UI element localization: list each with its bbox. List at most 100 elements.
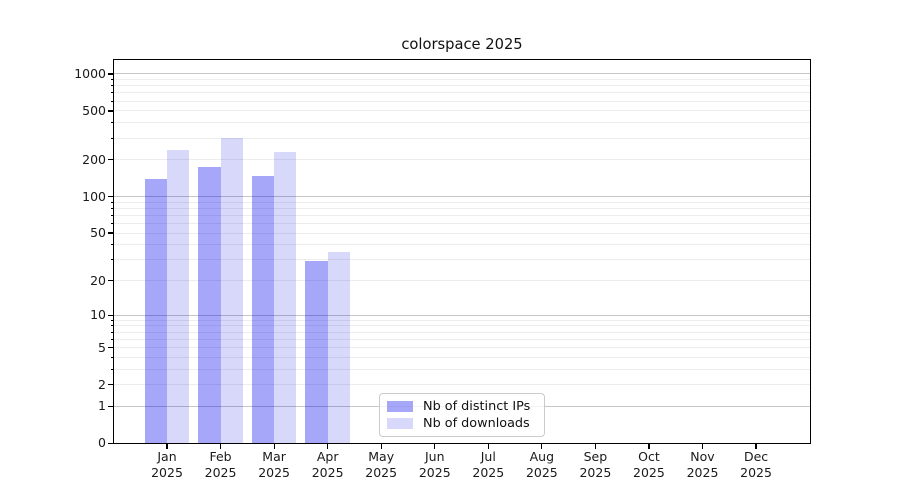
x-tick-month: Oct [638, 449, 660, 464]
y-tick [108, 159, 114, 161]
gridline-minor [113, 356, 811, 358]
bar-downloads-jan [166, 150, 190, 444]
gridline-minor [113, 110, 811, 112]
x-tick-label: Jan 2025 [135, 449, 199, 480]
y-tick [108, 405, 114, 407]
y-minor-tick [110, 244, 114, 246]
x-tick-year: 2025 [365, 464, 398, 480]
y-tick-label: 500 [82, 102, 106, 118]
x-tick-year: 2025 [579, 464, 612, 480]
x-tick-month: Aug [529, 449, 555, 464]
y-tick-label: 100 [82, 188, 106, 204]
y-minor-tick [110, 319, 114, 321]
y-tick [108, 232, 114, 234]
legend-label: Nb of downloads [423, 416, 530, 431]
y-minor-tick [110, 122, 114, 124]
x-tick [701, 444, 704, 449]
x-tick [327, 444, 329, 449]
x-tick-month: Sep [583, 449, 608, 464]
gridline-minor [113, 338, 811, 340]
y-minor-tick [110, 325, 114, 327]
x-tick-label: Mar 2025 [242, 449, 306, 480]
gridline-minor [113, 137, 811, 139]
gridline-minor [113, 85, 811, 87]
x-tick-year: 2025 [418, 464, 451, 480]
y-minor-tick [110, 356, 114, 358]
x-tick [594, 444, 596, 449]
y-minor-tick [110, 338, 114, 340]
y-tick [108, 73, 114, 75]
gridline-minor [113, 214, 811, 216]
gridline-minor [113, 384, 811, 386]
x-tick-label: Apr 2025 [296, 449, 360, 480]
y-tick-label: 5 [98, 339, 106, 355]
gridline-minor [113, 232, 811, 234]
x-tick-month: Jan [157, 449, 177, 464]
gridline-minor [113, 159, 811, 161]
x-tick-month: Dec [743, 449, 769, 464]
x-tick [219, 444, 222, 449]
x-tick-month: Jun [424, 449, 445, 464]
plot-area [113, 59, 811, 444]
y-minor-tick [110, 201, 114, 203]
y-tick [108, 110, 114, 112]
y-tick-label: 0 [98, 435, 106, 451]
y-minor-tick [110, 92, 114, 94]
y-minor-tick [110, 85, 114, 87]
y-minor-tick [110, 331, 114, 333]
x-tick-month: Mar [262, 449, 286, 464]
y-minor-tick [110, 214, 114, 216]
bar-downloads-apr [327, 251, 350, 444]
y-minor-tick [110, 137, 114, 139]
y-tick [108, 195, 114, 198]
x-tick-month: Apr [316, 449, 339, 464]
x-tick-label: Feb 2025 [189, 449, 253, 480]
bar-distinct-ips-mar [251, 175, 275, 444]
y-minor-tick [110, 259, 114, 261]
x-tick-year: 2025 [258, 464, 290, 480]
bar-distinct-ips-apr [305, 261, 328, 444]
x-tick-year: 2025 [204, 464, 237, 480]
y-tick-label: 10 [90, 307, 106, 323]
x-tick-label: Sep 2025 [563, 449, 627, 480]
x-tick-label: Aug 2025 [510, 449, 574, 480]
gridline-minor [113, 319, 811, 321]
x-tick-label: Nov 2025 [671, 449, 735, 480]
gridline-minor [113, 201, 811, 203]
gridline-minor [113, 347, 811, 348]
y-tick-label: 20 [90, 272, 106, 288]
x-tick [541, 444, 543, 449]
y-minor-tick [110, 79, 114, 81]
legend-label: Nb of distinct IPs [423, 399, 531, 414]
legend-item: Nb of distinct IPs [387, 399, 536, 414]
x-tick-month: Nov [690, 449, 715, 464]
x-tick-label: May 2025 [349, 449, 413, 480]
x-tick-year: 2025 [525, 464, 558, 480]
x-tick-month: May [368, 449, 395, 464]
x-tick [755, 444, 757, 449]
gridline-minor [113, 79, 811, 81]
gridline-major [113, 314, 811, 316]
legend-item: Nb of downloads [387, 416, 536, 431]
x-tick-year: 2025 [472, 464, 505, 480]
y-tick-label: 1 [98, 398, 106, 414]
gridline-major [113, 196, 811, 198]
y-minor-tick [110, 100, 114, 102]
x-tick-year: 2025 [686, 464, 719, 480]
x-tick-label: Oct 2025 [617, 449, 681, 480]
x-tick [273, 444, 275, 449]
gridline-minor [113, 207, 811, 209]
gridline-minor [113, 280, 811, 282]
x-tick [487, 444, 489, 449]
chart-title: colorspace 2025 [401, 36, 523, 53]
gridline-minor [113, 92, 811, 94]
y-tick [108, 279, 114, 282]
y-tick-label: 1000 [74, 65, 106, 81]
y-minor-tick [110, 368, 114, 370]
bar-downloads-feb [220, 138, 243, 444]
gridline-minor [113, 122, 811, 124]
x-tick [380, 444, 382, 449]
x-tick-year: 2025 [740, 464, 772, 480]
y-tick [108, 346, 114, 349]
y-minor-tick [110, 207, 114, 209]
